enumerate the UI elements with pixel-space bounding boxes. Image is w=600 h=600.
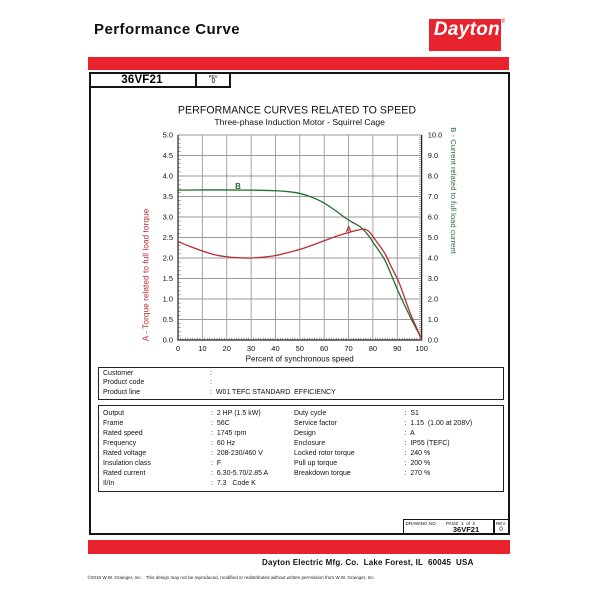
svg-text:A - Torque related to full loa: A - Torque related to full load torque — [141, 208, 151, 341]
svg-text:1.0: 1.0 — [428, 315, 438, 324]
svg-text:Percent of synchronous speed: Percent of synchronous speed — [246, 355, 354, 364]
svg-text:B: B — [235, 182, 241, 191]
svg-text:3.0: 3.0 — [428, 274, 438, 283]
svg-text:4.5: 4.5 — [163, 151, 173, 160]
svg-text:Three-phase Induction Motor -: Three-phase Induction Motor - Squirrel C… — [214, 117, 385, 127]
svg-text:60: 60 — [320, 344, 328, 353]
svg-text:6.0: 6.0 — [428, 213, 438, 222]
svg-text:70: 70 — [344, 344, 352, 353]
svg-text:1.5: 1.5 — [163, 274, 173, 283]
svg-text:90: 90 — [393, 344, 401, 353]
svg-text:4.0: 4.0 — [163, 172, 173, 181]
svg-text:5.0: 5.0 — [428, 233, 438, 242]
svg-text:PERFORMANCE CURVES RELATED TO: PERFORMANCE CURVES RELATED TO SPEED — [178, 105, 416, 117]
svg-text:3.0: 3.0 — [163, 213, 173, 222]
svg-text:40: 40 — [271, 344, 279, 353]
svg-text:3.5: 3.5 — [163, 192, 173, 201]
svg-text:9.0: 9.0 — [428, 151, 438, 160]
svg-text:7.0: 7.0 — [428, 192, 438, 201]
svg-text:10.0: 10.0 — [428, 131, 443, 140]
svg-text:8.0: 8.0 — [428, 172, 438, 181]
svg-text:2.5: 2.5 — [163, 233, 173, 242]
svg-text:80: 80 — [369, 344, 377, 353]
svg-text:0: 0 — [176, 344, 180, 353]
svg-text:4.0: 4.0 — [428, 254, 438, 263]
svg-text:0.5: 0.5 — [163, 315, 173, 324]
svg-text:0.0: 0.0 — [428, 336, 438, 345]
svg-text:10: 10 — [198, 344, 206, 353]
svg-text:0.0: 0.0 — [163, 336, 173, 345]
svg-text:2.0: 2.0 — [428, 295, 438, 304]
svg-text:1.0: 1.0 — [163, 295, 173, 304]
svg-text:50: 50 — [296, 344, 304, 353]
svg-text:20: 20 — [223, 344, 231, 353]
svg-text:5.0: 5.0 — [163, 131, 173, 140]
svg-text:B - Current related to full lo: B - Current related to full load current — [449, 127, 458, 254]
svg-text:30: 30 — [247, 344, 255, 353]
svg-text:2.0: 2.0 — [163, 254, 173, 263]
svg-text:100: 100 — [415, 344, 428, 353]
svg-text:A: A — [346, 225, 352, 234]
